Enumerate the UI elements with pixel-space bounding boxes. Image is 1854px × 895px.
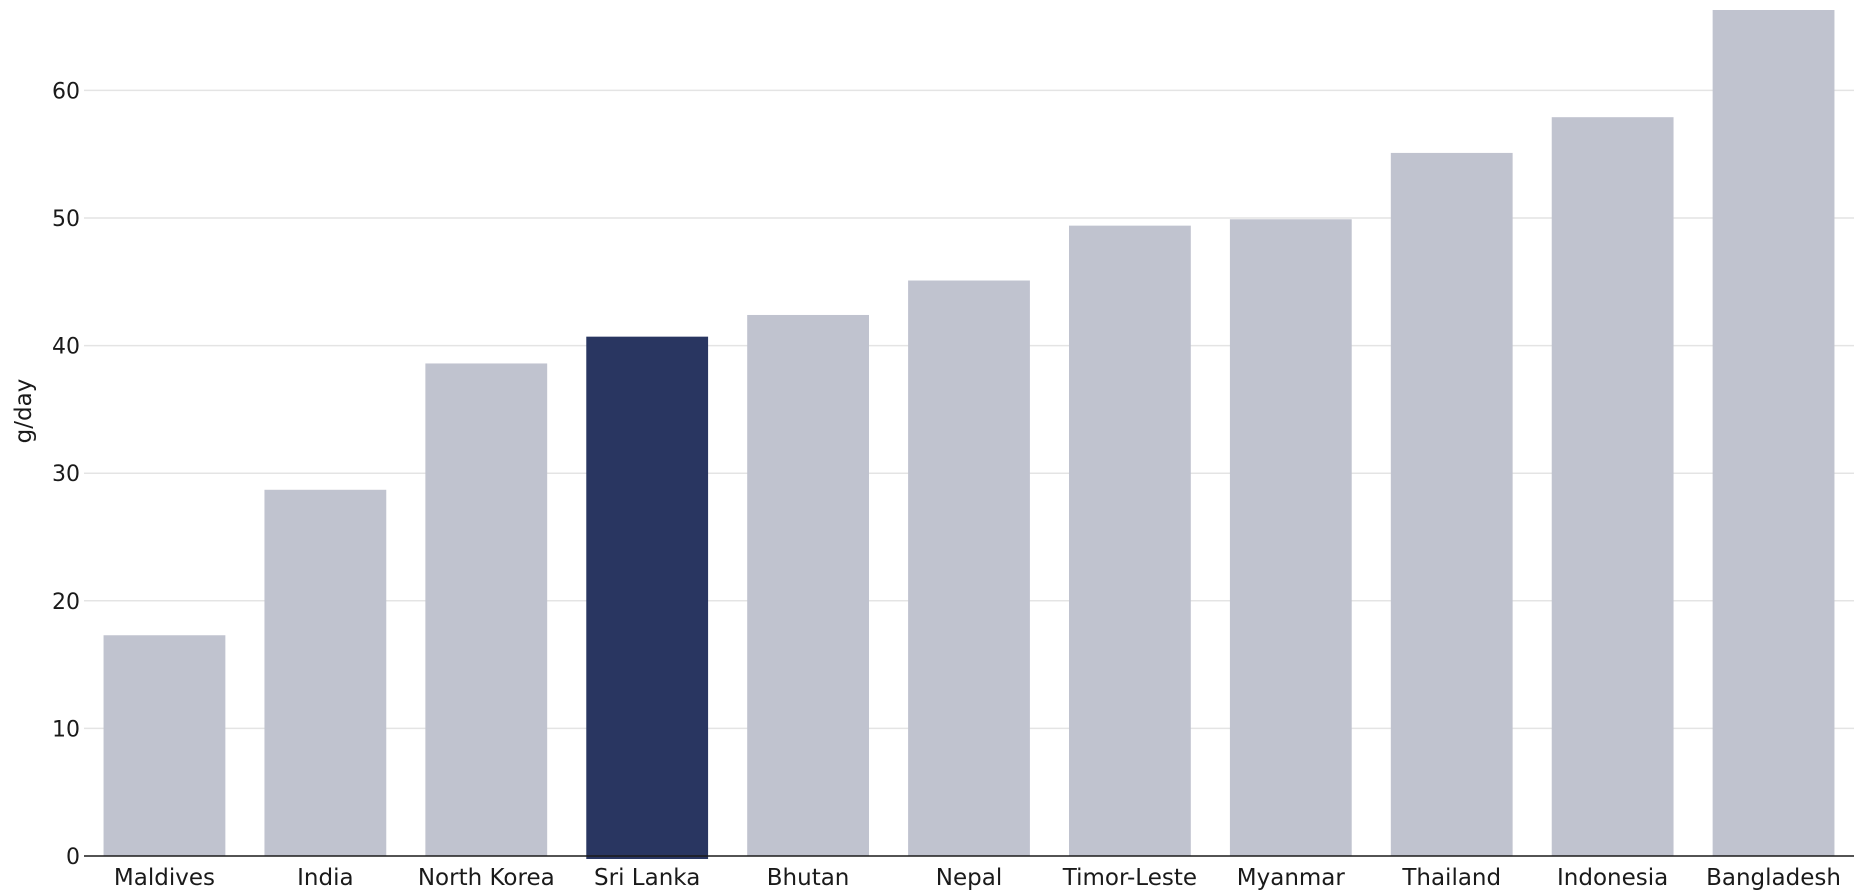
x-tick-label-sri-lanka: Sri Lanka	[594, 865, 700, 891]
x-tick-label-india: India	[297, 865, 353, 891]
y-tick-label-10: 10	[52, 717, 80, 742]
bar-myanmar	[1229, 219, 1352, 856]
y-tick-label-40: 40	[52, 335, 80, 360]
x-tick-label-north-korea: North Korea	[418, 865, 555, 891]
x-tick-label-bangladesh: Bangladesh	[1706, 865, 1841, 891]
bar-thailand	[1390, 152, 1513, 856]
bar-bhutan	[747, 314, 869, 856]
y-tick-label-20: 20	[52, 590, 80, 615]
x-tick-label-indonesia: Indonesia	[1557, 865, 1668, 891]
bar-sri-lanka	[586, 336, 709, 859]
x-tick-label-myanmar: Myanmar	[1237, 865, 1346, 891]
x-tick-label-nepal: Nepal	[936, 865, 1002, 891]
bar-indonesia	[1551, 117, 1674, 856]
x-tick-label-thailand: Thailand	[1401, 865, 1501, 891]
y-tick-label-0: 0	[66, 845, 80, 870]
bar-timor-leste	[1069, 225, 1191, 856]
y-tick-label-60: 60	[52, 79, 80, 104]
bar-bangladesh	[1712, 10, 1835, 856]
axes: 0 10 20 30 40 50 60 Maldives India North Korea Sri…	[52, 79, 1854, 891]
bar-india	[264, 489, 387, 856]
y-axis-title: g/day	[11, 379, 37, 444]
x-tick-label-maldives: Maldives	[114, 865, 215, 891]
y-tick-label-30: 30	[52, 462, 80, 487]
x-tick-label-bhutan: Bhutan	[767, 865, 850, 891]
x-tick-label-timor-leste: Timor-Leste	[1062, 865, 1197, 891]
bar-north-korea	[425, 363, 548, 856]
bar-nepal	[908, 280, 1030, 856]
bar-maldives	[103, 635, 226, 856]
bars	[103, 10, 1835, 859]
y-tick-label-50: 50	[52, 207, 80, 232]
